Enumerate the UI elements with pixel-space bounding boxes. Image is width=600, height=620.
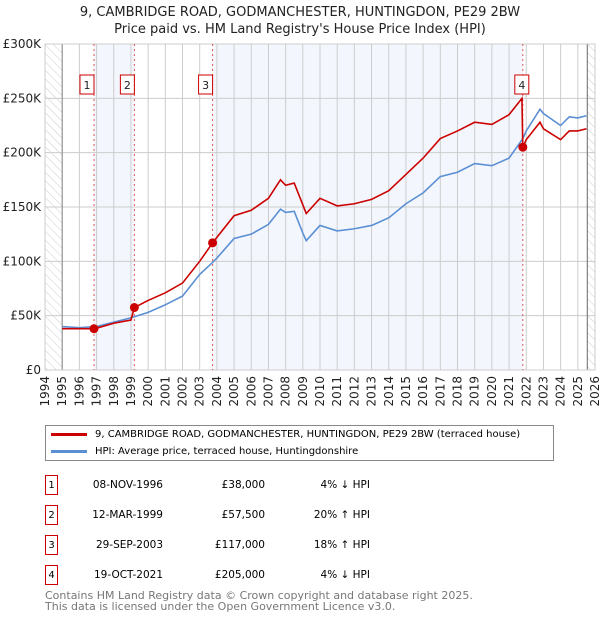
sale-label-box [79, 74, 95, 95]
sale-price: £57,500 [221, 509, 265, 521]
sale-point [129, 303, 139, 313]
y-tick-label: £100K [3, 254, 43, 268]
x-tick-label: 2017 [433, 376, 447, 407]
x-tick-label: 2015 [399, 376, 413, 407]
table-row: 3 29-SEP-2003 £117,000 18% ↑ HPI [45, 535, 370, 555]
x-tick-label: 2019 [468, 376, 482, 407]
x-tick-label: 2006 [244, 376, 258, 407]
legend-label-hpi: HPI: Average price, terraced house, Hunt… [95, 446, 359, 457]
x-tick-label: 2002 [176, 376, 190, 407]
chart-title: 9, CAMBRIDGE ROAD, GODMANCHESTER, HUNTIN… [79, 5, 521, 37]
x-tick-label: 2025 [571, 376, 585, 407]
sale-number: 2 [45, 505, 58, 525]
x-tick-label: 2014 [382, 376, 396, 407]
x-tick-label: 2004 [210, 376, 224, 407]
sale-hpi: 4% ↓ HPI [320, 479, 370, 491]
plot-border [44, 43, 596, 371]
x-tick-label: 2022 [519, 376, 533, 407]
sale-date: 12-MAR-1999 [92, 509, 163, 521]
x-tick-label: 2016 [416, 376, 430, 407]
table-row: 4 19-OCT-2021 £205,000 4% ↓ HPI [45, 565, 370, 585]
legend: 9, CAMBRIDGE ROAD, GODMANCHESTER, HUNTIN… [45, 425, 554, 461]
sale-date: 19-OCT-2021 [94, 569, 163, 581]
x-tick-label: 2026 [588, 376, 600, 407]
sale-hpi: 20% ↑ HPI [313, 509, 370, 521]
sale-label: 2 [124, 79, 131, 92]
x-tick-label: 2001 [158, 376, 172, 407]
sale-hpi: 18% ↑ HPI [313, 539, 370, 551]
x-tick-label: 2010 [313, 376, 327, 407]
x-tick-label: 2000 [141, 376, 155, 407]
sale-price: £117,000 [214, 539, 265, 551]
x-tick-label: 2009 [296, 376, 310, 407]
sale-point [518, 142, 528, 152]
x-tick-label: 2012 [347, 376, 361, 407]
x-tick-label: 1995 [55, 376, 69, 407]
legend-label-property: 9, CAMBRIDGE ROAD, GODMANCHESTER, HUNTIN… [95, 429, 521, 440]
x-tick-label: 2008 [279, 376, 293, 407]
legend-swatch-property [51, 433, 87, 436]
sale-label-box [119, 74, 135, 95]
y-tick-label: £0 [26, 363, 41, 377]
sale-point [89, 324, 99, 334]
sale-number: 1 [45, 475, 58, 495]
chart: 1994 1995 1996 1997 1998 1999 2000 2001 2002 2003… [3, 37, 600, 407]
sale-hpi: 4% ↓ HPI [320, 569, 370, 581]
x-tick-label: 2007 [261, 376, 275, 407]
x-tick-label: 2005 [227, 376, 241, 407]
sale-label: 4 [518, 79, 525, 92]
y-tick-label: £150K [3, 200, 43, 214]
x-tick-label: 2003 [193, 376, 207, 407]
x-tick-label: 2021 [502, 376, 516, 407]
table-row: 2 12-MAR-1999 £57,500 20% ↑ HPI [45, 505, 370, 525]
x-tick-label: 1998 [107, 376, 121, 407]
x-tick-label: 1997 [90, 376, 104, 407]
sale-number: 4 [45, 565, 58, 585]
sale-label-box [514, 74, 530, 95]
footer-line: Contains HM Land Registry data © Crown c… [45, 589, 473, 602]
y-tick-label: £50K [10, 309, 42, 323]
sale-label: 1 [83, 79, 90, 92]
sale-point [208, 238, 218, 248]
x-tick-label: 2020 [485, 376, 499, 407]
legend-swatch-hpi [51, 450, 87, 453]
hpi-line [62, 107, 587, 329]
footer-line: This data is licensed under the Open Gov… [45, 600, 396, 613]
y-tick-label: £300K [3, 37, 43, 51]
sale-date: 29-SEP-2003 [95, 539, 163, 551]
table-row: 1 08-NOV-1996 £38,000 4% ↓ HPI [45, 475, 370, 495]
footer: Contains HM Land Registry data © Crown c… [45, 590, 473, 612]
sale-label-box [198, 74, 214, 95]
x-tick-label: 2023 [536, 376, 550, 407]
y-tick-label: £200K [3, 146, 43, 160]
x-tick-label: 2011 [330, 376, 344, 407]
sale-number: 3 [45, 535, 58, 555]
x-tick-label: 2013 [365, 376, 379, 407]
x-tick-label: 2018 [451, 376, 465, 407]
sale-date: 08-NOV-1996 [92, 479, 163, 491]
x-tick-label: 1996 [72, 376, 86, 407]
y-tick-label: £250K [3, 91, 43, 105]
x-tick-label: 1994 [38, 376, 52, 407]
sale-price: £205,000 [214, 569, 265, 581]
sale-price: £38,000 [221, 479, 265, 491]
sale-label: 3 [202, 79, 209, 92]
x-tick-label: 2024 [554, 376, 568, 407]
x-tick-label: 1999 [124, 376, 138, 407]
